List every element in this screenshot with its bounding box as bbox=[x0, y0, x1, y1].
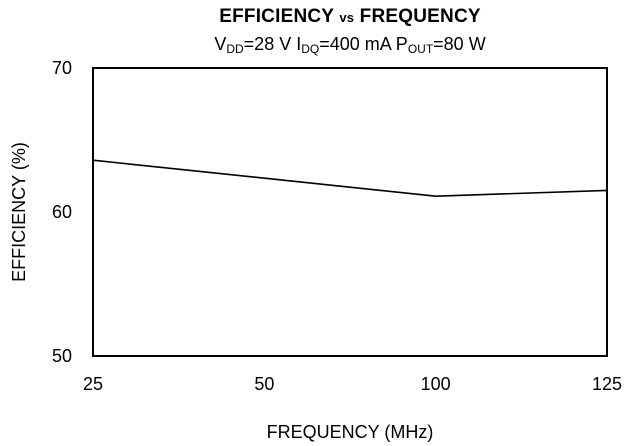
y-tick-labels: 70 60 50 bbox=[52, 58, 72, 366]
y-tick-label: 60 bbox=[52, 202, 72, 222]
pout-value: =80 W bbox=[433, 34, 486, 54]
chart-subtitle: VDD=28 V IDQ=400 mA POUT=80 W bbox=[93, 34, 607, 56]
x-tick-label: 100 bbox=[421, 374, 451, 394]
y-axis-label: EFFICIENCY (%) bbox=[9, 142, 29, 282]
title-part1: EFFICIENCY bbox=[219, 6, 334, 27]
vdd-value: =28 V bbox=[243, 34, 297, 54]
x-axis-label: FREQUENCY (MHz) bbox=[267, 422, 434, 442]
idq-prefix: I bbox=[296, 34, 302, 54]
x-tick-label: 125 bbox=[592, 374, 622, 394]
x-tick-labels: 25 50 100 125 bbox=[83, 374, 622, 394]
title-vs: vs bbox=[339, 10, 355, 25]
plot-area-frame bbox=[92, 67, 608, 357]
x-tick-label: 50 bbox=[254, 374, 274, 394]
chart-title: EFFICIENCY vs FREQUENCY bbox=[93, 6, 607, 28]
idq-sub: DQ bbox=[301, 42, 320, 56]
vdd-sub: DD bbox=[226, 42, 244, 56]
y-tick-label: 70 bbox=[52, 58, 72, 78]
vdd-prefix: V bbox=[214, 34, 227, 54]
pout-prefix: P bbox=[395, 34, 408, 54]
idq-value: =400 mA bbox=[319, 34, 396, 54]
x-tick-label: 25 bbox=[83, 374, 103, 394]
y-tick-label: 50 bbox=[52, 346, 72, 366]
title-part2: FREQUENCY bbox=[359, 6, 481, 27]
pout-sub: OUT bbox=[407, 42, 434, 56]
efficiency-series-line bbox=[92, 159, 608, 198]
